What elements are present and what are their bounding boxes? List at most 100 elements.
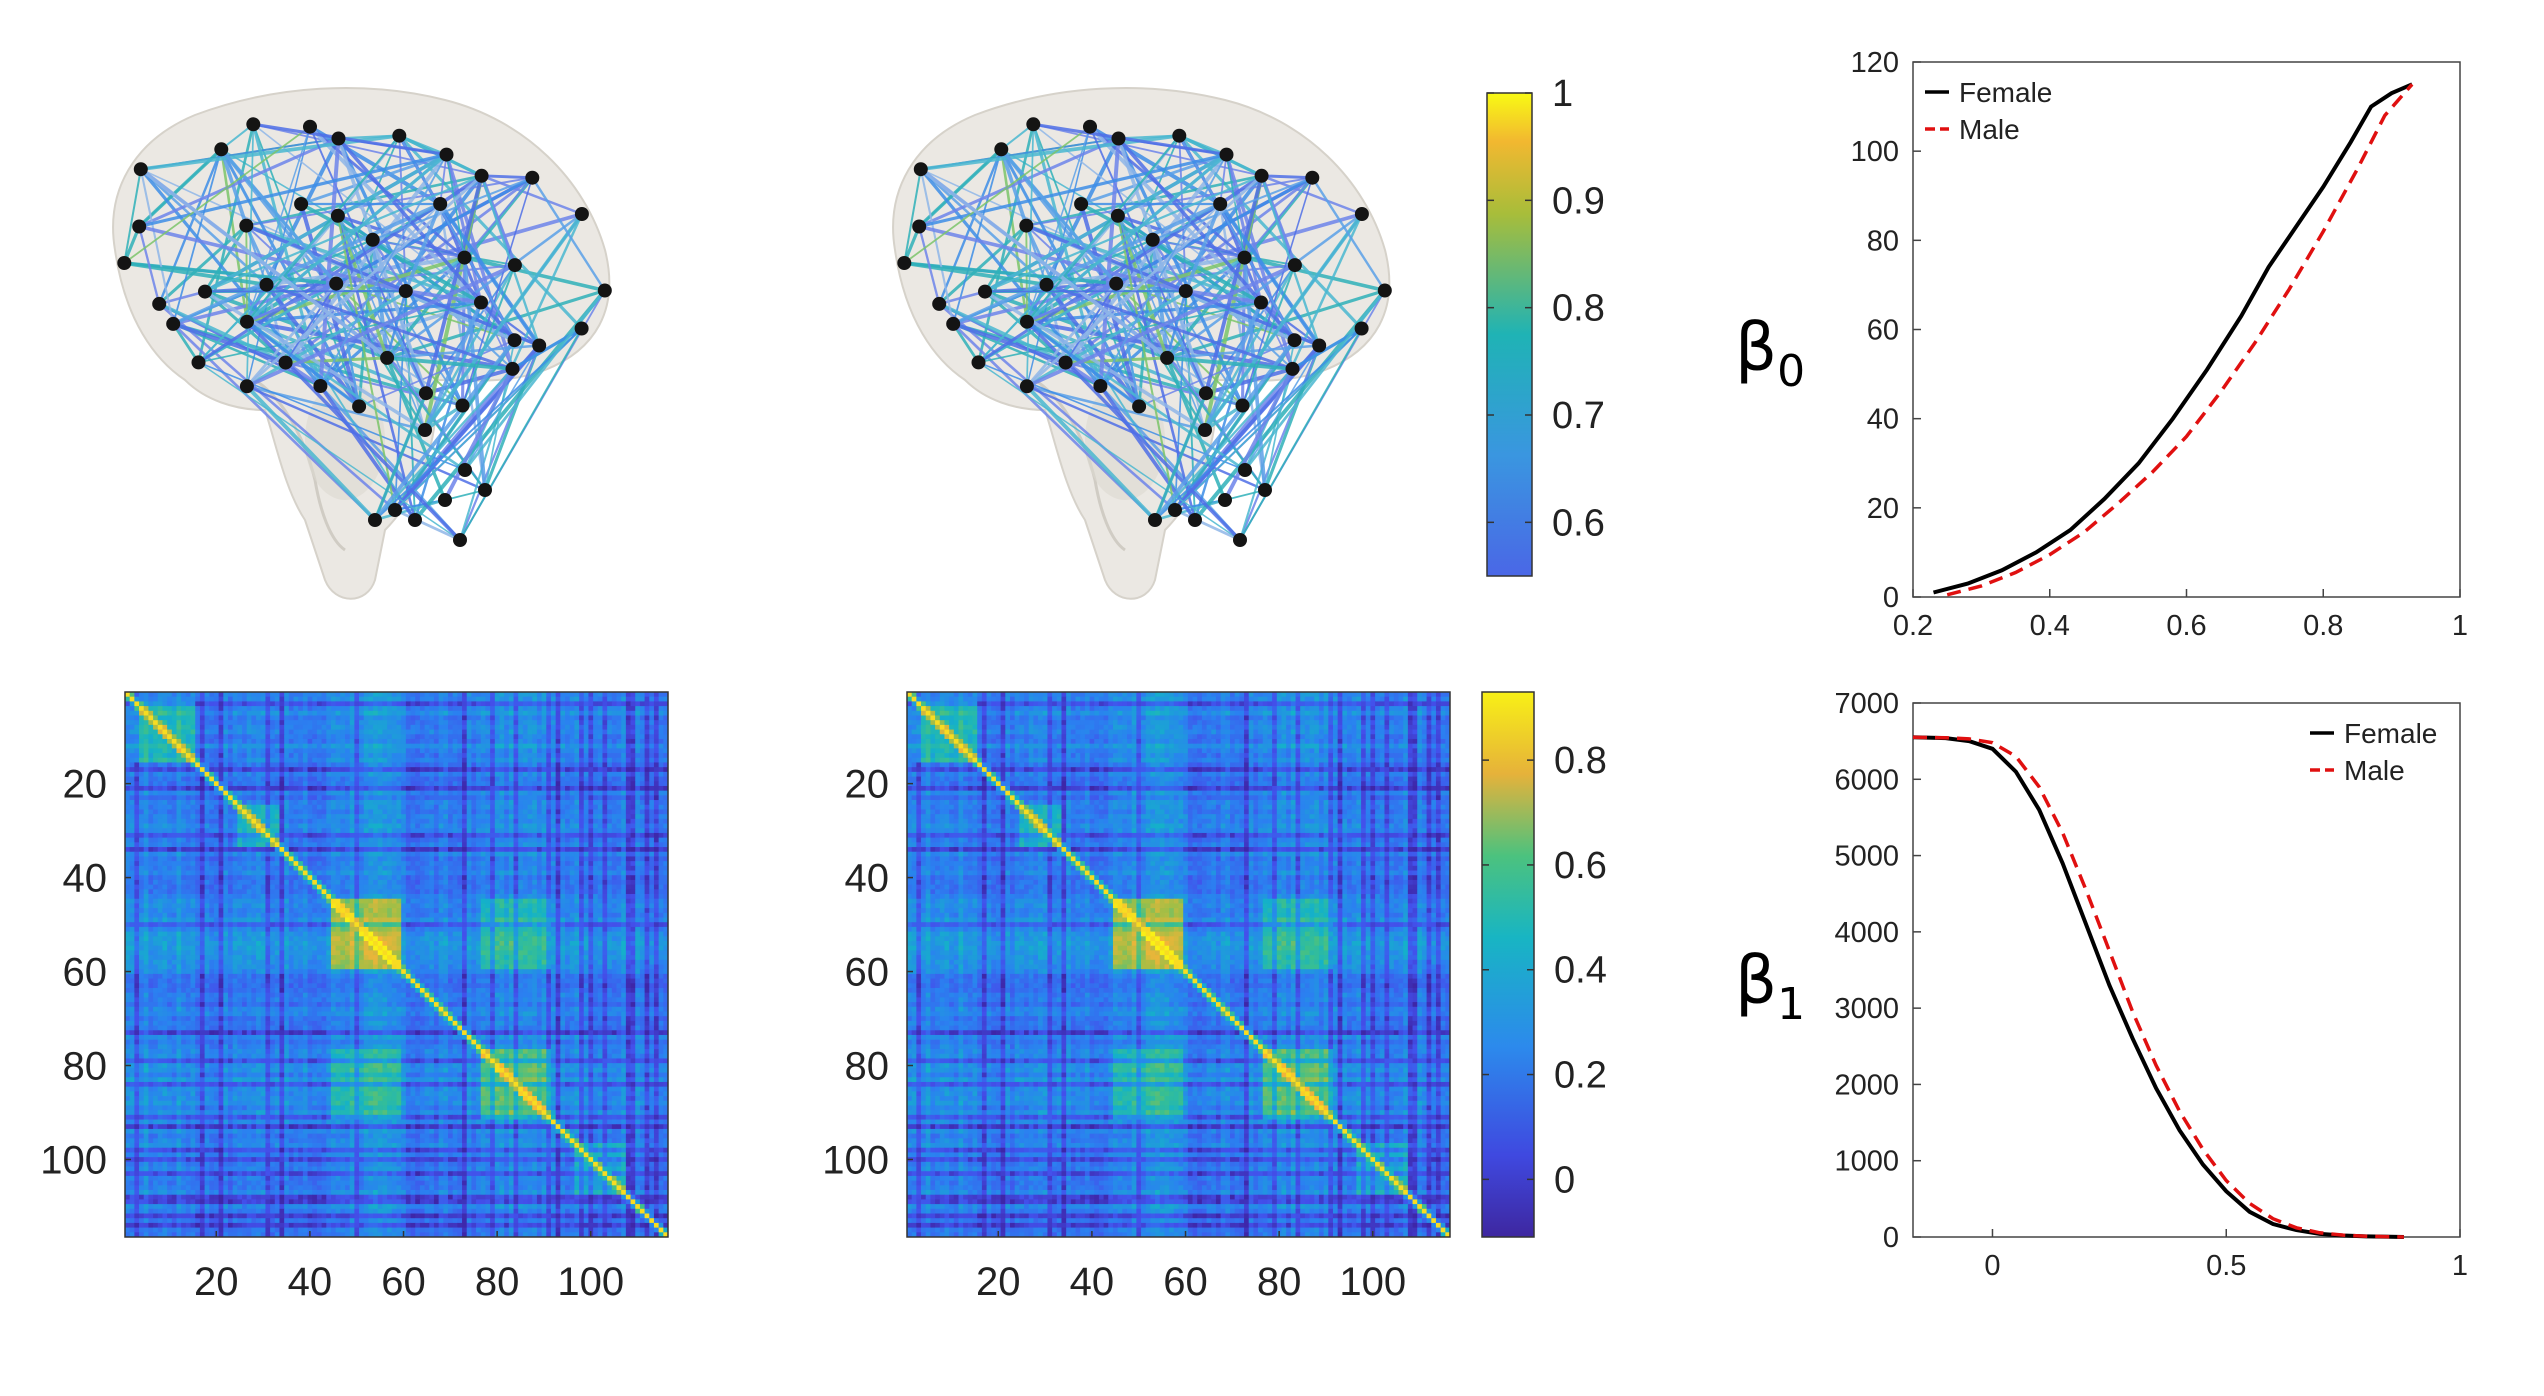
matrix-cell	[425, 715, 430, 720]
matrix-cell	[354, 692, 359, 697]
matrix-cell	[275, 725, 280, 730]
network-node	[1238, 463, 1252, 477]
network-node	[433, 197, 447, 211]
matrix-cell	[593, 701, 598, 706]
matrix-cell	[401, 725, 406, 730]
matrix-cell	[200, 725, 205, 730]
matrix-cell	[546, 715, 551, 720]
matrix-cell	[429, 720, 434, 725]
matrix-cell	[345, 720, 350, 725]
network-node	[532, 339, 546, 353]
matrix-cell	[471, 706, 476, 711]
matrix-cell	[649, 701, 654, 706]
matrix-cell	[434, 720, 439, 725]
matrix-cell	[181, 711, 186, 716]
network-node	[598, 284, 612, 298]
matrix-cell	[560, 715, 565, 720]
matrix-cell	[462, 692, 467, 697]
matrix-cell	[233, 706, 238, 711]
network-node	[1132, 399, 1146, 413]
matrix-cell	[626, 701, 631, 706]
matrix-cell	[158, 711, 163, 716]
network-edge	[1262, 176, 1313, 178]
matrix-cell	[340, 706, 345, 711]
matrix-cell	[504, 697, 509, 702]
matrix-cell	[162, 725, 167, 730]
matrix-cell	[256, 730, 261, 735]
matrix-cell	[242, 706, 247, 711]
matrix-cell	[443, 697, 448, 702]
matrix-cell	[649, 720, 654, 725]
matrix-cell	[397, 720, 402, 725]
matrix-cell	[439, 720, 444, 725]
matrix-cell	[443, 692, 448, 697]
matrix-cell	[176, 720, 181, 725]
matrix-cell	[485, 720, 490, 725]
matrix-cell	[654, 692, 659, 697]
matrix-cell	[205, 720, 210, 725]
network-node	[1179, 284, 1193, 298]
matrix-cell	[509, 692, 514, 697]
matrix-cell	[359, 701, 364, 706]
matrix-cell	[176, 730, 181, 735]
matrix-cell	[659, 692, 664, 697]
matrix-cell	[195, 692, 200, 697]
matrix-cell	[509, 711, 514, 716]
matrix-cell	[373, 706, 378, 711]
matrix-cell	[237, 730, 242, 735]
matrix-cell	[621, 697, 626, 702]
matrix-cell	[392, 697, 397, 702]
matrix-cell	[237, 711, 242, 716]
matrix-cell	[523, 697, 528, 702]
matrix-cell	[411, 692, 416, 697]
matrix-cell	[336, 697, 341, 702]
matrix-cell	[640, 706, 645, 711]
matrix-cell	[387, 692, 392, 697]
matrix-cell	[504, 715, 509, 720]
matrix-cell	[481, 692, 486, 697]
matrix-cell	[312, 725, 317, 730]
matrix-cell	[626, 715, 631, 720]
network-node	[388, 503, 402, 517]
matrix-cell	[542, 715, 547, 720]
matrix-cell	[134, 706, 139, 711]
network-node	[313, 379, 327, 393]
network-node	[1112, 132, 1126, 146]
network-node	[240, 315, 254, 329]
matrix-cell	[514, 725, 519, 730]
matrix-cell	[467, 715, 472, 720]
matrix-cell	[593, 697, 598, 702]
matrix-cell	[457, 701, 462, 706]
matrix-cell	[392, 692, 397, 697]
matrix-cell	[602, 720, 607, 725]
matrix-cell	[181, 720, 186, 725]
matrix-cell	[139, 692, 144, 697]
matrix-cell	[308, 706, 313, 711]
matrix-cell	[504, 711, 509, 716]
matrix-cell	[308, 720, 313, 725]
matrix-cell	[130, 706, 135, 711]
matrix-cell	[593, 692, 598, 697]
matrix-cell	[176, 706, 181, 711]
matrix-cell	[631, 720, 636, 725]
matrix-cell	[514, 706, 519, 711]
network-node	[932, 297, 946, 311]
matrix-cell	[153, 725, 158, 730]
matrix-cell	[340, 692, 345, 697]
matrix-cell	[617, 720, 622, 725]
matrix-cell	[635, 706, 640, 711]
matrix-cell	[612, 715, 617, 720]
matrix-cell	[495, 692, 500, 697]
matrix-cell	[523, 711, 528, 716]
matrix-cell	[565, 725, 570, 730]
matrix-cell	[411, 701, 416, 706]
matrix-cell	[265, 711, 270, 716]
matrix-cell	[275, 730, 280, 735]
matrix-cell	[425, 697, 430, 702]
matrix-cell	[340, 725, 345, 730]
matrix-cell	[322, 725, 327, 730]
matrix-cell	[186, 715, 191, 720]
matrix-cell	[130, 730, 135, 735]
matrix-cell	[532, 697, 537, 702]
matrix-cell	[265, 715, 270, 720]
